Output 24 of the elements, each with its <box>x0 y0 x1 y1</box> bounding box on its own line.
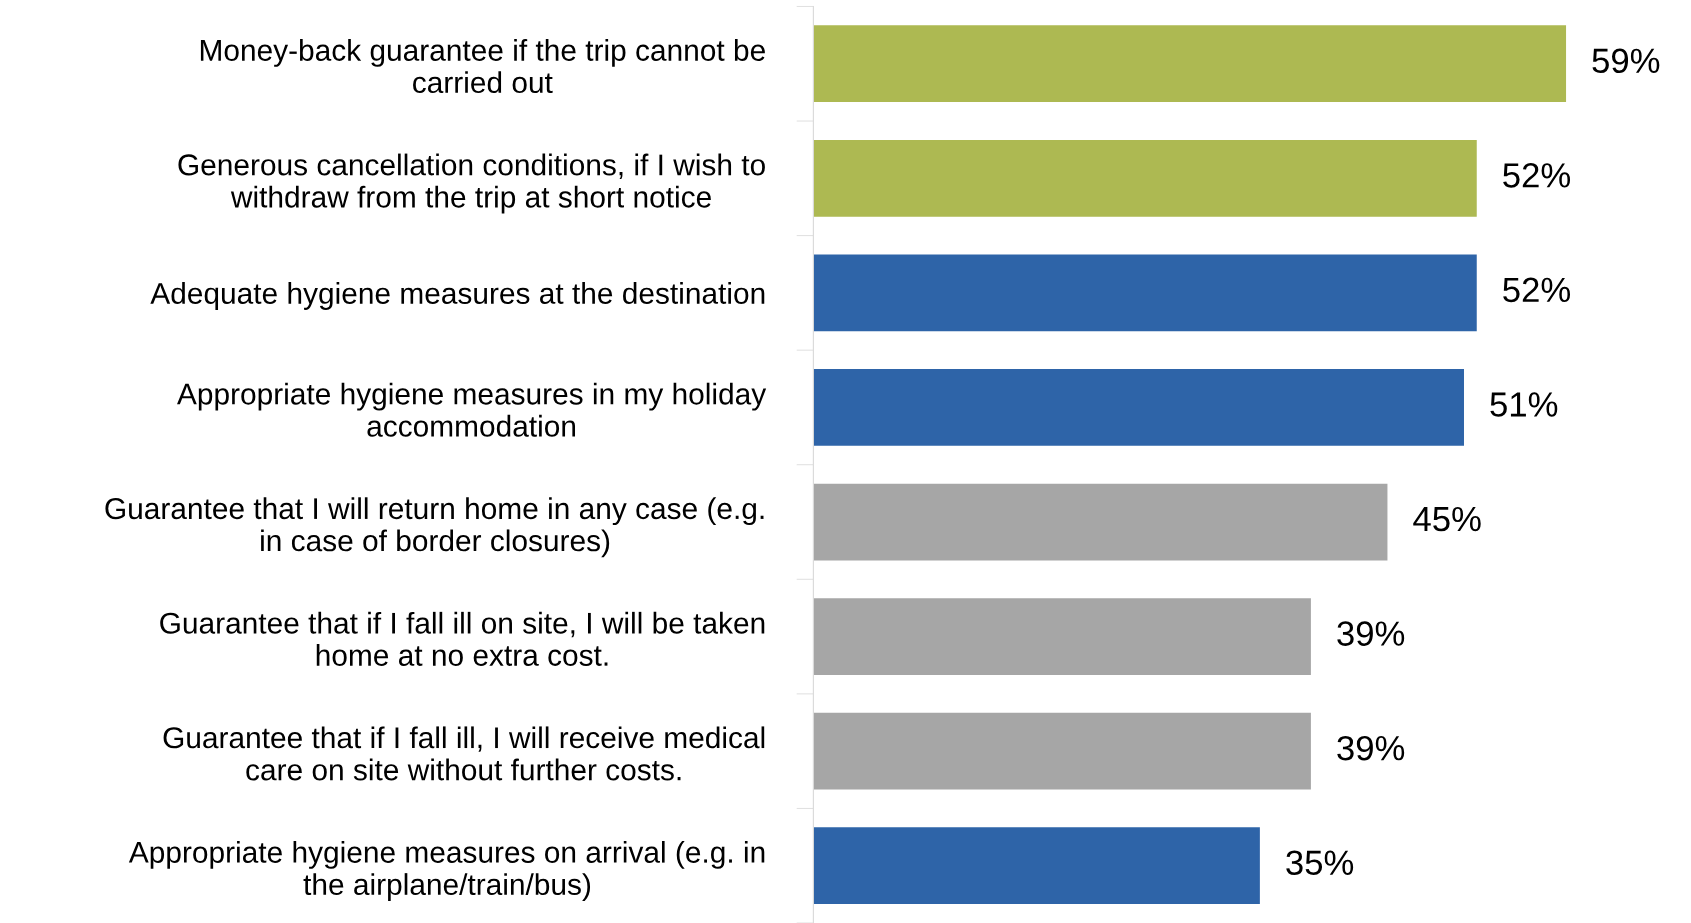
y-tick-label: Money-back guarantee if the trip cannot be carried out <box>200 39 765 94</box>
data-label: 51% <box>1490 392 1558 417</box>
bar <box>813 483 1388 561</box>
bar <box>813 369 1464 446</box>
bar <box>813 139 1477 217</box>
bar <box>813 712 1311 790</box>
y-tick-label: Guarantee that if I fall ill on site, I will be taken home at no extra cost. <box>160 611 765 666</box>
y-tick-label: Guarantee that I will return home in any case (e.g. in case of border closures) <box>105 497 764 558</box>
data-label: 45% <box>1413 506 1481 532</box>
data-label: 35% <box>1286 850 1354 876</box>
y-tick-label: Appropriate hygiene measures in my holiday accommodation <box>177 382 767 437</box>
y-tick-label: Appropriate hygiene measures on arrival (e.g. in the airplane/train/bus) <box>128 840 765 901</box>
y-tick-label: Adequate hygiene measures at the destination <box>150 282 765 310</box>
bar <box>813 25 1567 103</box>
data-label: 52% <box>1503 277 1571 303</box>
data-label: 52% <box>1503 163 1571 188</box>
y-tick-label: Guarantee that if I fall ill, I will receive medical care on site without further costs. <box>163 726 765 781</box>
data-label: 39% <box>1337 735 1405 761</box>
data-label: 39% <box>1337 621 1405 646</box>
bar <box>813 827 1260 905</box>
bar <box>813 598 1311 675</box>
y-tick-label: Generous cancellation conditions, if I wish to withdraw from the trip at short notice <box>178 153 765 214</box>
bar <box>813 254 1477 332</box>
data-label: 59% <box>1592 48 1660 74</box>
